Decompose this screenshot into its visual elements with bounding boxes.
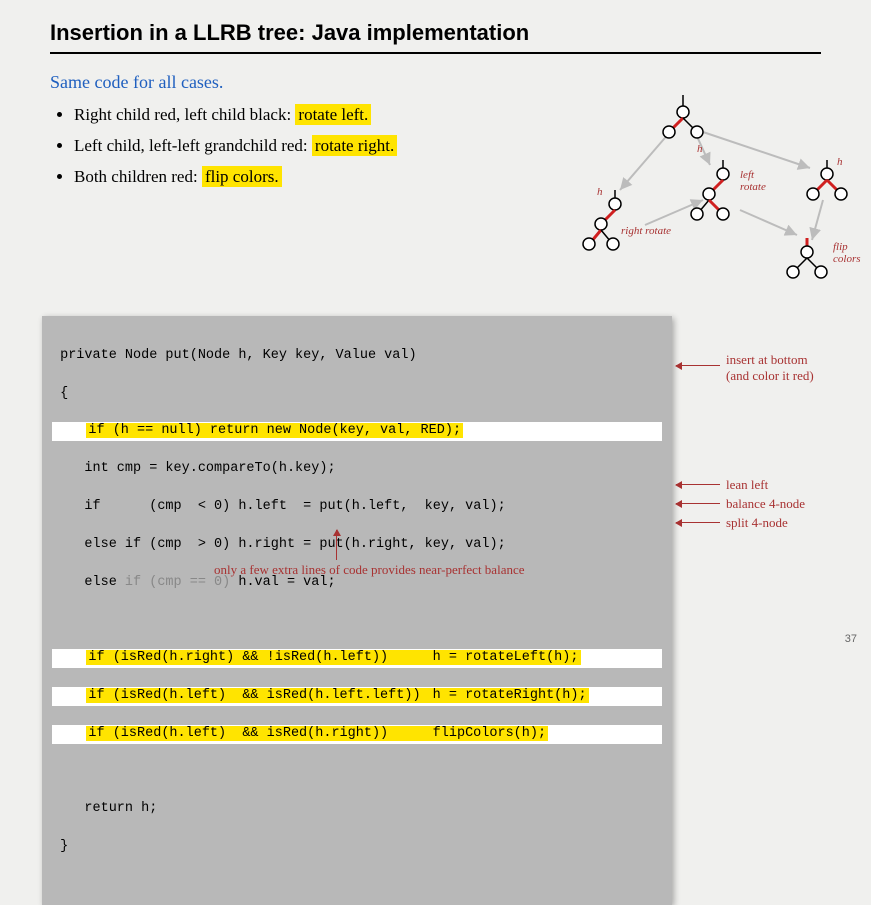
- code-line: else if (cmp > 0) h.right = put(h.right,…: [52, 536, 662, 555]
- arrow-icon: [676, 365, 720, 366]
- bullet-text: Left child, left-left grandchild red:: [74, 136, 312, 155]
- arrow-icon: [676, 503, 720, 504]
- tree-diagram: h right rotate h leftrotate h: [575, 90, 865, 300]
- code-line-highlighted: if (isRed(h.right) && !isRed(h.left)) h …: [52, 649, 662, 668]
- page-number: 37: [845, 633, 857, 645]
- arrow-icon: [676, 522, 720, 523]
- code-block: private Node put(Node h, Key key, Value …: [42, 316, 672, 905]
- slide: Insertion in a LLRB tree: Java implement…: [0, 0, 871, 651]
- h-label: h: [597, 186, 603, 198]
- code-line-highlighted: if (isRed(h.left) && isRed(h.left.left))…: [52, 687, 662, 706]
- blank-line: [52, 762, 662, 781]
- annotation-bottom: only a few extra lines of code provides …: [214, 562, 525, 578]
- bullet-text: Right child red, left child black:: [74, 105, 295, 124]
- code-line: private Node put(Node h, Key key, Value …: [52, 347, 662, 366]
- h-label: h: [837, 156, 843, 168]
- h-label: h: [697, 143, 703, 155]
- code-line-highlighted: if (h == null) return new Node(key, val,…: [52, 422, 662, 441]
- annotation-insert: insert at bottom(and color it red): [726, 352, 814, 385]
- arrow-icon: [336, 530, 337, 560]
- code-line: int cmp = key.compareTo(h.key);: [52, 460, 662, 479]
- code-line-highlighted: if (isRed(h.left) && isRed(h.right)) fli…: [52, 725, 662, 744]
- code-line: return h;: [52, 800, 662, 819]
- left-rotate-label: leftrotate: [740, 169, 766, 193]
- arrow-icon: [676, 484, 720, 485]
- blank-line: [52, 611, 662, 630]
- annotation-lean: lean left: [726, 477, 768, 493]
- bullet-text: Both children red:: [74, 167, 202, 186]
- right-rotate-label: right rotate: [621, 225, 671, 237]
- code-line: if (cmp < 0) h.left = put(h.left, key, v…: [52, 498, 662, 517]
- annotation-split: split 4-node: [726, 515, 788, 531]
- flip-colors-label: flipcolors: [833, 241, 861, 265]
- bullet-highlight: flip colors.: [202, 166, 282, 187]
- annotation-balance: balance 4-node: [726, 496, 805, 512]
- code-line: }: [52, 838, 662, 857]
- code-line: {: [52, 385, 662, 404]
- bullet-highlight: rotate left.: [295, 104, 371, 125]
- slide-title: Insertion in a LLRB tree: Java implement…: [50, 20, 821, 54]
- bullet-highlight: rotate right.: [312, 135, 397, 156]
